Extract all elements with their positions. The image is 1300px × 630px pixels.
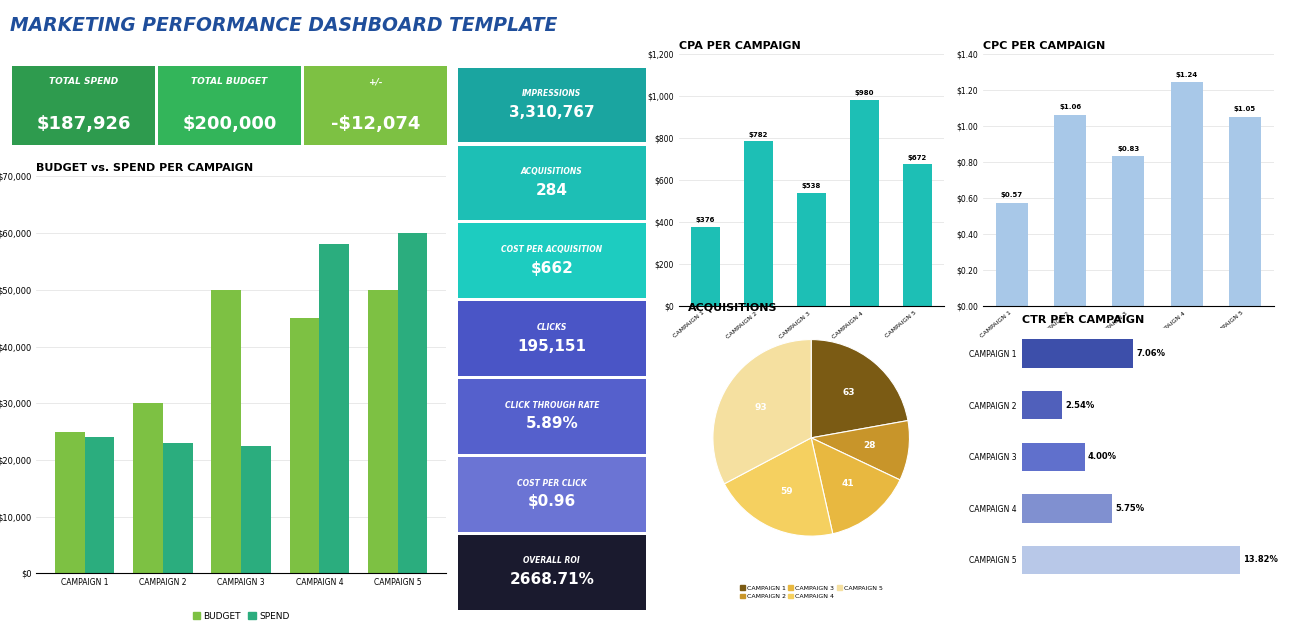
Text: CLICK THROUGH RATE: CLICK THROUGH RATE — [504, 401, 599, 410]
Text: OVERALL ROI: OVERALL ROI — [524, 556, 580, 566]
Text: 7.06%: 7.06% — [1136, 349, 1165, 358]
Text: 59: 59 — [780, 487, 793, 496]
Bar — [797, 193, 826, 306]
Bar — [133, 403, 162, 573]
Text: $782: $782 — [749, 132, 768, 137]
Text: $1.24: $1.24 — [1175, 72, 1197, 78]
Text: ACQUISITIONS: ACQUISITIONS — [689, 303, 777, 313]
Text: CLICKS: CLICKS — [537, 323, 567, 332]
Wedge shape — [811, 438, 900, 534]
Text: TOTAL SPEND: TOTAL SPEND — [49, 77, 118, 86]
Bar — [55, 432, 84, 573]
Text: 284: 284 — [536, 183, 568, 198]
Bar — [320, 244, 350, 573]
Bar — [368, 290, 398, 573]
Text: 2668.71%: 2668.71% — [510, 572, 594, 587]
Text: 2.54%: 2.54% — [1065, 401, 1095, 410]
Text: 3,310,767: 3,310,767 — [510, 105, 594, 120]
Legend: BUDGET, SPEND: BUDGET, SPEND — [190, 608, 292, 624]
Text: 28: 28 — [863, 441, 876, 450]
Text: $0.57: $0.57 — [1001, 192, 1023, 198]
Text: COST PER ACQUISITION: COST PER ACQUISITION — [502, 245, 602, 254]
Text: ACQUISITIONS: ACQUISITIONS — [521, 167, 582, 176]
Text: $662: $662 — [530, 261, 573, 276]
Text: 13.82%: 13.82% — [1243, 556, 1278, 564]
Wedge shape — [712, 340, 811, 484]
Wedge shape — [724, 438, 833, 536]
Text: 41: 41 — [841, 479, 854, 488]
Wedge shape — [811, 421, 910, 480]
Bar — [398, 233, 428, 573]
Bar — [84, 437, 114, 573]
Text: $187,926: $187,926 — [36, 115, 131, 134]
Text: $0.96: $0.96 — [528, 495, 576, 509]
Wedge shape — [811, 340, 907, 438]
Bar — [162, 443, 192, 573]
Text: COST PER CLICK: COST PER CLICK — [517, 479, 586, 488]
Text: 93: 93 — [754, 403, 767, 412]
Text: 5.89%: 5.89% — [525, 416, 578, 432]
Text: 4.00%: 4.00% — [1088, 452, 1117, 461]
Text: CPC PER CAMPAIGN: CPC PER CAMPAIGN — [983, 42, 1105, 52]
Bar — [1170, 83, 1202, 306]
Text: $1.06: $1.06 — [1060, 104, 1082, 110]
Bar — [1022, 546, 1240, 574]
Text: $538: $538 — [802, 183, 820, 189]
Bar — [212, 290, 242, 573]
Text: CTR PER CAMPAIGN: CTR PER CAMPAIGN — [1022, 316, 1144, 326]
Bar — [1022, 494, 1113, 522]
Text: $200,000: $200,000 — [182, 115, 277, 134]
Bar — [850, 100, 879, 306]
Bar — [240, 446, 270, 573]
Text: $980: $980 — [854, 90, 874, 96]
Text: BUDGET vs. SPEND PER CAMPAIGN: BUDGET vs. SPEND PER CAMPAIGN — [36, 163, 254, 173]
Bar — [902, 164, 932, 306]
Text: CPA PER CAMPAIGN: CPA PER CAMPAIGN — [679, 42, 801, 52]
Bar — [996, 203, 1028, 306]
Text: MARKETING PERFORMANCE DASHBOARD TEMPLATE: MARKETING PERFORMANCE DASHBOARD TEMPLATE — [10, 16, 558, 35]
Text: $0.83: $0.83 — [1117, 146, 1140, 152]
Text: +/-: +/- — [368, 77, 382, 86]
Text: IMPRESSIONS: IMPRESSIONS — [523, 89, 581, 98]
Text: $376: $376 — [696, 217, 715, 223]
Bar — [690, 227, 720, 306]
Bar — [1054, 115, 1087, 306]
Text: TOTAL BUDGET: TOTAL BUDGET — [191, 77, 268, 86]
Text: 5.75%: 5.75% — [1115, 504, 1145, 513]
Bar — [1113, 156, 1144, 306]
Text: -$12,074: -$12,074 — [330, 115, 420, 134]
Bar — [1022, 391, 1062, 420]
Bar — [1228, 117, 1261, 306]
Bar — [1022, 340, 1134, 368]
Text: $1.05: $1.05 — [1234, 106, 1256, 112]
Bar — [744, 141, 772, 306]
Legend: CAMPAIGN 1, CAMPAIGN 2, CAMPAIGN 3, CAMPAIGN 4, CAMPAIGN 5: CAMPAIGN 1, CAMPAIGN 2, CAMPAIGN 3, CAMP… — [737, 583, 885, 602]
Text: $672: $672 — [907, 154, 927, 161]
Bar — [290, 318, 320, 573]
Bar — [1022, 442, 1086, 471]
Text: 63: 63 — [842, 388, 855, 397]
Text: 195,151: 195,151 — [517, 338, 586, 353]
